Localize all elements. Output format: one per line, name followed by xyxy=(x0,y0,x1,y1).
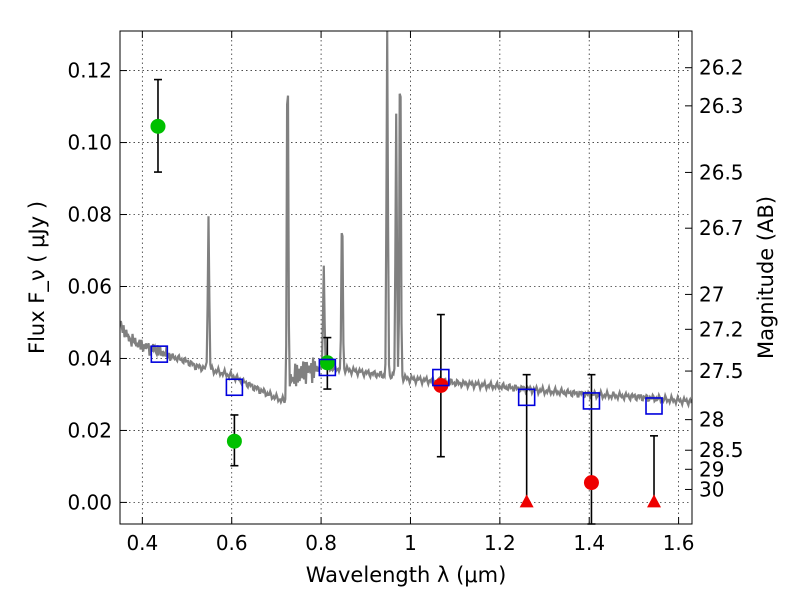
x-tick-label: 0.6 xyxy=(216,531,248,555)
mag-tick-label: 26.3 xyxy=(699,94,744,118)
data-point-circle xyxy=(226,433,242,449)
mag-tick-label: 26.7 xyxy=(699,216,744,240)
data-point-circle xyxy=(319,355,335,371)
model-square xyxy=(645,397,663,415)
model-square xyxy=(432,368,450,387)
y-tick-label: 0.06 xyxy=(67,274,112,298)
data-point-circle xyxy=(583,475,599,491)
x-tick-label: 0.4 xyxy=(126,531,158,555)
y-tick-label: 0.10 xyxy=(67,131,112,155)
x-tick-label: 1.4 xyxy=(573,531,605,555)
y-tick-label: 0.12 xyxy=(67,59,112,83)
model-square xyxy=(318,358,337,377)
mag-tick-label: 26.2 xyxy=(699,56,744,80)
upper-limit-triangle xyxy=(519,494,534,508)
model-square xyxy=(582,392,601,410)
x-tick-label: 0.8 xyxy=(305,531,337,555)
mag-tick-label: 28 xyxy=(699,408,724,432)
y-tick-label: 0.02 xyxy=(67,418,112,442)
mag-tick-label: 29 xyxy=(699,457,724,481)
model-square xyxy=(150,345,169,363)
axis-ticks: 0.4 0.6 0.8 1 1.2 1.4 1.6 0.00 0.02 0.04 0.06 0.08 0… xyxy=(67,31,744,555)
mag-tick-label: 30 xyxy=(699,477,724,501)
spectrum-line xyxy=(120,31,692,409)
y-axis-label: Flux F_ν ( μJy ) xyxy=(25,201,50,354)
mag-tick-label: 27.5 xyxy=(699,359,744,383)
grid xyxy=(120,31,692,524)
x-axis-label: Wavelength λ (μm) xyxy=(306,563,507,587)
x-tick-label: 1.6 xyxy=(663,531,695,555)
photometry-points xyxy=(150,78,663,525)
y-tick-label: 0.04 xyxy=(67,346,112,370)
plot-frame xyxy=(119,30,693,525)
mag-tick-label: 27.2 xyxy=(699,317,744,341)
mag-tick-label: 27 xyxy=(699,282,724,306)
model-spectrum xyxy=(120,31,692,409)
x-tick-label: 1.2 xyxy=(484,531,516,555)
mag-tick-label: 26.5 xyxy=(699,160,744,184)
y-tick-label: 0.08 xyxy=(67,203,112,227)
data-point-circle xyxy=(150,118,166,134)
model-square xyxy=(225,378,244,397)
x-tick-label: 1 xyxy=(404,531,417,555)
upper-limit-triangle xyxy=(647,494,662,508)
y-tick-label: 0.00 xyxy=(67,490,112,514)
right-axis-label: Magnitude (AB) xyxy=(754,196,778,359)
model-square xyxy=(517,388,536,407)
mag-tick-label: 28.5 xyxy=(699,438,744,462)
